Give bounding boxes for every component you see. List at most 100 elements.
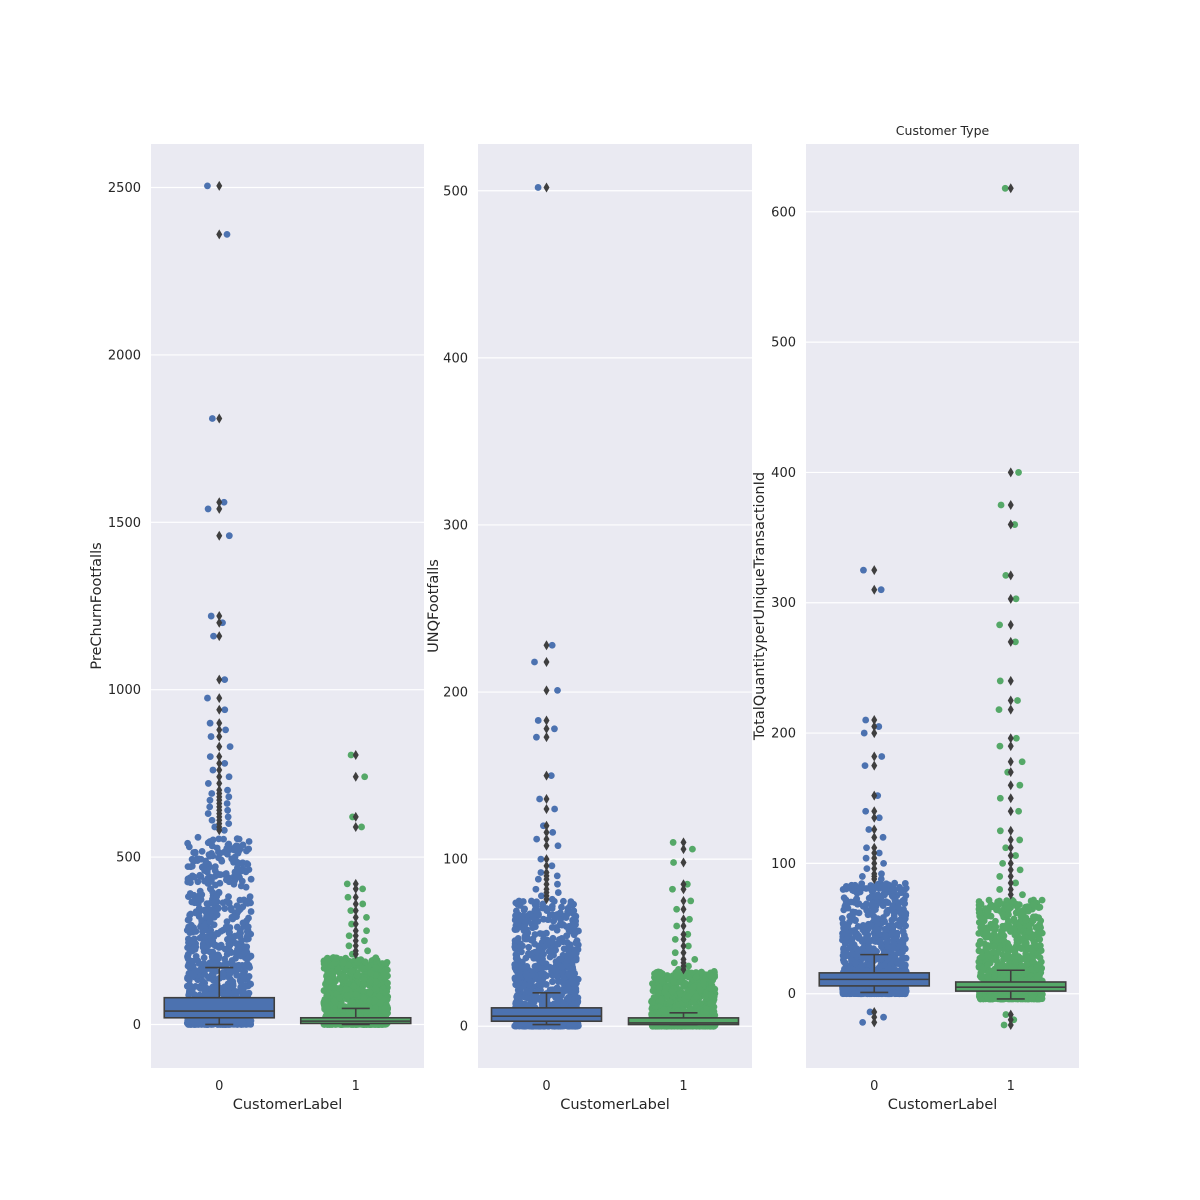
strip-point xyxy=(232,842,240,850)
strip-point xyxy=(191,899,198,907)
strip-point xyxy=(340,959,347,967)
outlier-marker xyxy=(216,778,223,789)
strip-point xyxy=(554,686,561,694)
boxes xyxy=(490,992,740,1026)
strip-point xyxy=(224,786,231,794)
strip-point xyxy=(537,869,545,876)
strip-point xyxy=(243,948,251,956)
strip-point xyxy=(686,915,693,923)
strip-point xyxy=(192,908,200,916)
strip-point xyxy=(670,959,678,967)
strip-point xyxy=(554,889,562,896)
strip-point xyxy=(516,1020,524,1028)
strip-point xyxy=(208,816,216,824)
strip-point xyxy=(514,900,522,908)
strip-point xyxy=(546,953,554,961)
strip-point xyxy=(852,951,860,959)
strip-point xyxy=(247,875,255,883)
strip-point xyxy=(511,943,519,951)
strip-point xyxy=(220,835,227,843)
strip-point xyxy=(225,929,233,937)
strip-point xyxy=(360,980,368,988)
strip-point xyxy=(548,862,556,870)
strip-point xyxy=(525,950,532,957)
strip-point xyxy=(685,962,692,970)
strip-point xyxy=(572,928,580,936)
strip-point xyxy=(549,829,557,836)
strip-point xyxy=(237,867,245,875)
strip-point xyxy=(511,926,519,933)
strip-point xyxy=(896,883,903,891)
strip-point xyxy=(229,935,237,943)
outlier-marker xyxy=(216,758,223,769)
strip-point xyxy=(873,925,880,933)
strip-point xyxy=(846,944,854,952)
strip-point xyxy=(548,641,556,649)
outlier-marker xyxy=(543,840,550,851)
strip-point xyxy=(528,971,536,979)
strip-point xyxy=(538,970,546,978)
strip-point xyxy=(531,923,539,931)
strip-point xyxy=(241,972,249,979)
outlier-marker xyxy=(352,925,359,936)
outlier-marker xyxy=(216,631,223,642)
strip-point xyxy=(534,717,542,724)
strip-point xyxy=(236,927,244,935)
x-tick-label: 1 xyxy=(352,1079,360,1094)
strip-point xyxy=(206,803,214,811)
strip-point xyxy=(548,895,556,903)
strip-point xyxy=(372,1004,379,1012)
strip-point xyxy=(528,897,535,905)
strip-point xyxy=(372,964,380,971)
outlier-marker xyxy=(216,751,223,762)
strip-point xyxy=(902,922,910,930)
strip-point xyxy=(221,905,229,912)
strip-point xyxy=(524,994,532,1002)
x-axis-label: CustomerLabel xyxy=(560,1097,670,1113)
strip-point xyxy=(534,875,542,883)
strip-point xyxy=(214,942,222,950)
outlier-marker xyxy=(680,941,687,952)
outlier-marker xyxy=(680,879,687,890)
strip-point xyxy=(366,978,374,986)
strip-point xyxy=(185,926,193,933)
outlier-marker xyxy=(352,905,359,916)
strip-point xyxy=(194,1020,201,1028)
strip-point xyxy=(536,795,543,803)
strip-point xyxy=(207,733,215,740)
outlier-marker xyxy=(216,825,223,836)
strip-point xyxy=(208,790,216,797)
strip-point xyxy=(552,958,560,966)
strip-point xyxy=(247,908,255,915)
y-tick-label: 400 xyxy=(443,351,468,366)
y-tick-label: 100 xyxy=(443,853,468,868)
strip-point xyxy=(533,901,540,909)
strip-point xyxy=(242,883,250,891)
strip-point xyxy=(322,997,329,1005)
strip-point xyxy=(183,1019,191,1027)
strip-point xyxy=(558,963,566,971)
strip-point xyxy=(902,892,910,899)
outlier-marker xyxy=(680,964,687,975)
strip-point xyxy=(204,505,212,513)
strip-point xyxy=(232,954,239,962)
strip-point xyxy=(668,987,676,995)
outlier-marker xyxy=(680,844,687,855)
strip-point xyxy=(888,916,896,924)
strip-point xyxy=(521,1000,529,1008)
strip-point xyxy=(651,970,658,978)
strip-point xyxy=(245,838,253,845)
strip-point xyxy=(238,877,246,885)
grid-lines xyxy=(806,211,1079,995)
strip-point xyxy=(902,935,909,943)
strip-point xyxy=(696,986,704,994)
strip-point xyxy=(566,971,573,979)
outlier-marker xyxy=(352,771,359,782)
strip-point xyxy=(364,947,371,955)
strip-point xyxy=(221,706,229,714)
strip-point xyxy=(186,947,194,955)
outlier-marker xyxy=(216,413,223,424)
outlier-marker xyxy=(680,904,687,915)
x-tick-label: 0 xyxy=(542,1079,550,1094)
